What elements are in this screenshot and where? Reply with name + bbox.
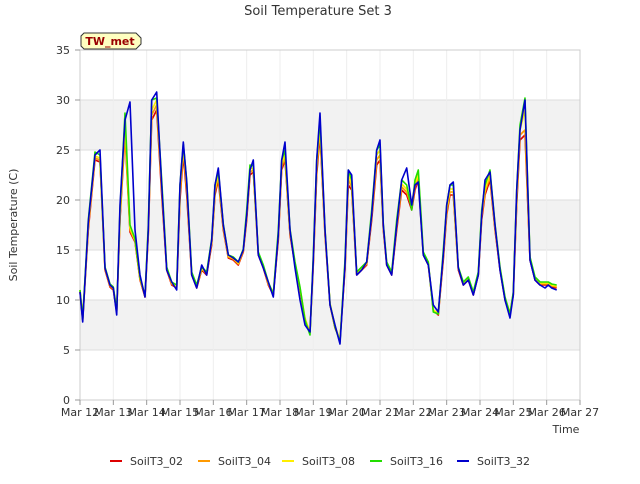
- background-band: [80, 200, 580, 250]
- x-tick-label: Mar 17: [228, 406, 266, 419]
- background-band: [80, 50, 580, 100]
- x-tick-label: Mar 27: [561, 406, 599, 419]
- legend-label: SoilT3_32: [477, 455, 530, 468]
- background-band: [80, 150, 580, 200]
- series-line-soilt3_32: [79, 91, 557, 345]
- x-tick-label: Mar 13: [94, 406, 132, 419]
- chart-title: Soil Temperature Set 3: [244, 4, 392, 19]
- legend-item: SoilT3_16: [370, 455, 443, 468]
- x-tick-label: Mar 21: [361, 406, 399, 419]
- y-tick-label: 15: [56, 244, 70, 257]
- x-tick-label: Mar 15: [161, 406, 199, 419]
- x-tick-label: Mar 24: [461, 406, 499, 419]
- x-tick-label: Mar 19: [294, 406, 332, 419]
- x-tick-label: Mar 16: [194, 406, 232, 419]
- plot-frame: [79, 49, 581, 401]
- x-tick-label: Mar 20: [328, 406, 366, 419]
- x-tick-label: Mar 12: [61, 406, 99, 419]
- station-badge: TW_met: [80, 32, 142, 50]
- plot-background-bands: [80, 50, 580, 400]
- legend-item: SoilT3_32: [457, 455, 530, 468]
- legend-label: SoilT3_04: [218, 455, 271, 468]
- x-axis-label: Time: [552, 423, 580, 436]
- x-tick-label: Mar 25: [494, 406, 532, 419]
- y-tick-label: 20: [56, 194, 70, 207]
- y-axis-ticks: 0 5 10 15 20 25 30 35: [56, 44, 80, 407]
- y-axis-label: Soil Temperature (C): [7, 169, 20, 282]
- series-layer: [79, 91, 557, 345]
- x-tick-label: Mar 18: [261, 406, 299, 419]
- legend-item: SoilT3_04: [198, 455, 271, 468]
- background-band: [80, 100, 580, 150]
- y-tick-label: 35: [56, 44, 70, 57]
- legend-item: SoilT3_08: [282, 455, 355, 468]
- y-tick-label: 25: [56, 144, 70, 157]
- legend: SoilT3_02 SoilT3_04 SoilT3_08 SoilT3_16 Soil…: [110, 455, 530, 468]
- y-tick-label: 30: [56, 94, 70, 107]
- station-badge-box: [80, 32, 142, 50]
- legend-label: SoilT3_16: [390, 455, 443, 468]
- y-tick-label: 0: [63, 394, 70, 407]
- x-tick-label: Mar 23: [428, 406, 466, 419]
- station-badge-label: TW_met: [85, 35, 134, 48]
- x-tick-label: Mar 14: [128, 406, 166, 419]
- x-tick-label: Mar 22: [394, 406, 432, 419]
- y-tick-label: 10: [56, 294, 70, 307]
- legend-label: SoilT3_02: [130, 455, 183, 468]
- x-tick-label: Mar 26: [528, 406, 566, 419]
- background-band: [80, 350, 580, 400]
- y-tick-label: 5: [63, 344, 70, 357]
- legend-item: SoilT3_02: [110, 455, 183, 468]
- legend-label: SoilT3_08: [302, 455, 355, 468]
